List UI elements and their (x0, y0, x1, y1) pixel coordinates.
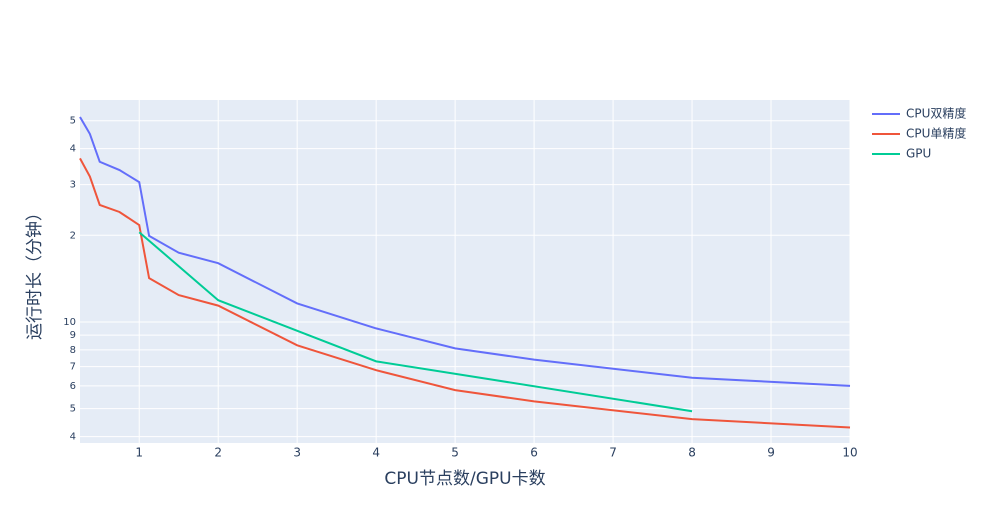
x-axis-title: CPU节点数/GPU卡数 (384, 469, 545, 489)
y-axis-title: 运行时长（分钟） (25, 204, 45, 340)
x-tick-label: 10 (842, 446, 857, 460)
y-tick-label: 3 (70, 180, 76, 191)
x-tick-label: 8 (688, 446, 696, 460)
y-tick-label: 5 (70, 404, 76, 415)
y-tick-label: 9 (70, 330, 76, 341)
y-tick-label: 2 (70, 230, 76, 241)
x-tick-label: 9 (767, 446, 775, 460)
data-line (138, 231, 693, 413)
legend-label: CPU双精度 (906, 106, 966, 121)
data-line (79, 116, 851, 387)
x-tick-label: 3 (293, 446, 301, 460)
x-tick-label: 2 (214, 446, 222, 460)
y-tick-label: 4 (70, 432, 76, 443)
y-tick-label: 8 (70, 345, 76, 356)
x-tick-label: 1 (135, 446, 143, 460)
x-tick-label: 7 (609, 446, 617, 460)
y-tick-label: 4 (70, 144, 76, 155)
legend-label: GPU (906, 147, 931, 161)
y-tick-label: 6 (70, 381, 76, 392)
x-tick-label: 4 (372, 446, 380, 460)
y-tick-label: 7 (70, 362, 76, 373)
x-tick-label: 6 (530, 446, 538, 460)
data-line (79, 157, 851, 429)
y-tick-label: 5 (70, 116, 76, 127)
x-tick-label: 5 (451, 446, 459, 460)
legend-label: CPU单精度 (906, 126, 966, 141)
y-tick-label: 10 (63, 317, 76, 328)
